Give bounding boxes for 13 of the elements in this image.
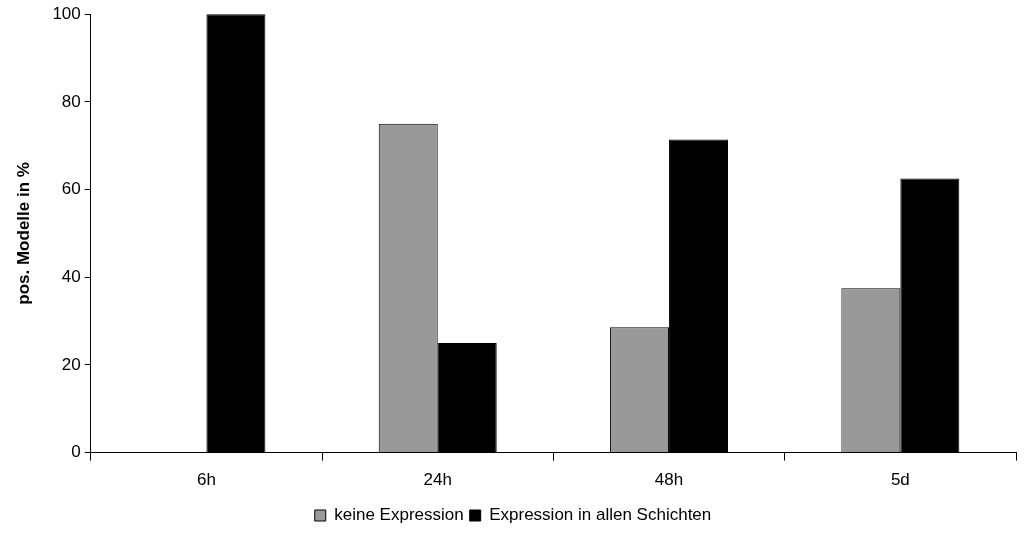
y-tick-label: 100 xyxy=(52,3,81,23)
y-tick-label: 60 xyxy=(61,179,81,199)
x-tick-label: 48h xyxy=(654,470,684,490)
y-tick-label: 0 xyxy=(71,442,81,462)
x-tick-label: 6h xyxy=(196,470,216,490)
y-tick-label: 20 xyxy=(61,354,81,374)
legend-label: Expression in allen Schichten xyxy=(489,505,712,525)
x-tick-label: 5d xyxy=(890,470,910,490)
y-tick-label: 40 xyxy=(61,266,81,286)
legend-label: keine Expression xyxy=(334,505,464,525)
y-tick-label: 80 xyxy=(61,91,81,111)
x-tick-label: 24h xyxy=(423,470,452,490)
y-axis-title: pos. Modelle in % xyxy=(13,162,33,305)
